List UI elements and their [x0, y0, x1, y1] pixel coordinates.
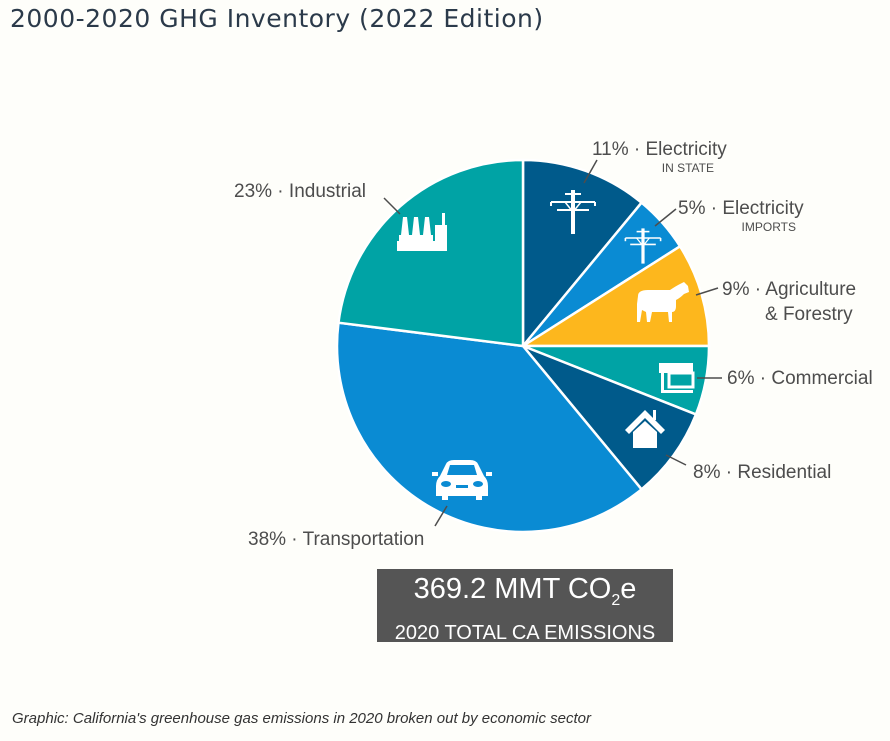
- power-tower-icon: [624, 228, 662, 264]
- pie-slice-residential: [522, 344, 698, 492]
- factory-icon: [397, 213, 447, 251]
- leader-line: [695, 287, 719, 296]
- leader-line: [583, 159, 598, 184]
- pie-slice-transportation: [335, 321, 644, 534]
- cow-icon: [637, 282, 689, 322]
- leader-line: [665, 454, 687, 466]
- storefront-icon: [659, 363, 695, 393]
- total-emissions-box: 369.2 MMT CO2e 2020 TOTAL CA EMISSIONS: [377, 569, 673, 644]
- slice-label-line2: & Forestry: [765, 304, 853, 325]
- pie-slice-industrial: [337, 158, 525, 348]
- figure-caption: Graphic: California's greenhouse gas emi…: [12, 710, 592, 727]
- slice-label: 8% · Residential: [693, 462, 831, 483]
- slice-sublabel: IN STATE: [662, 161, 714, 175]
- total-value-subscript: 2: [611, 591, 621, 609]
- total-label: 2020 TOTAL CA EMISSIONS: [394, 621, 656, 644]
- slice-sublabel: IMPORTS: [742, 220, 796, 234]
- slice-label: 38% · Transportation: [248, 529, 424, 550]
- slice-label: 23% · Industrial: [234, 181, 366, 202]
- power-tower-icon: [550, 190, 596, 234]
- total-value: 369.2 MMT CO2e: [377, 571, 673, 619]
- total-value-main: 369.2 MMT CO: [413, 573, 612, 605]
- total-value-suffix: e: [620, 573, 637, 605]
- car-icon: [432, 460, 492, 500]
- leader-line: [383, 197, 401, 215]
- pie-slice-agriculture-forestry: [518, 244, 711, 348]
- slice-label: 11% · Electricity: [592, 139, 727, 160]
- slice-label: 5% · Electricity: [678, 198, 804, 219]
- leader-line: [434, 505, 448, 527]
- pie-slice-electricity-in-state: [521, 158, 644, 350]
- leader-line: [654, 208, 677, 227]
- slice-label: 6% · Commercial: [727, 368, 873, 389]
- house-icon: [625, 410, 665, 448]
- page-title: 2000-2020 GHG Inventory (2022 Edition): [10, 4, 544, 33]
- slice-label: 9% · Agriculture: [722, 279, 856, 300]
